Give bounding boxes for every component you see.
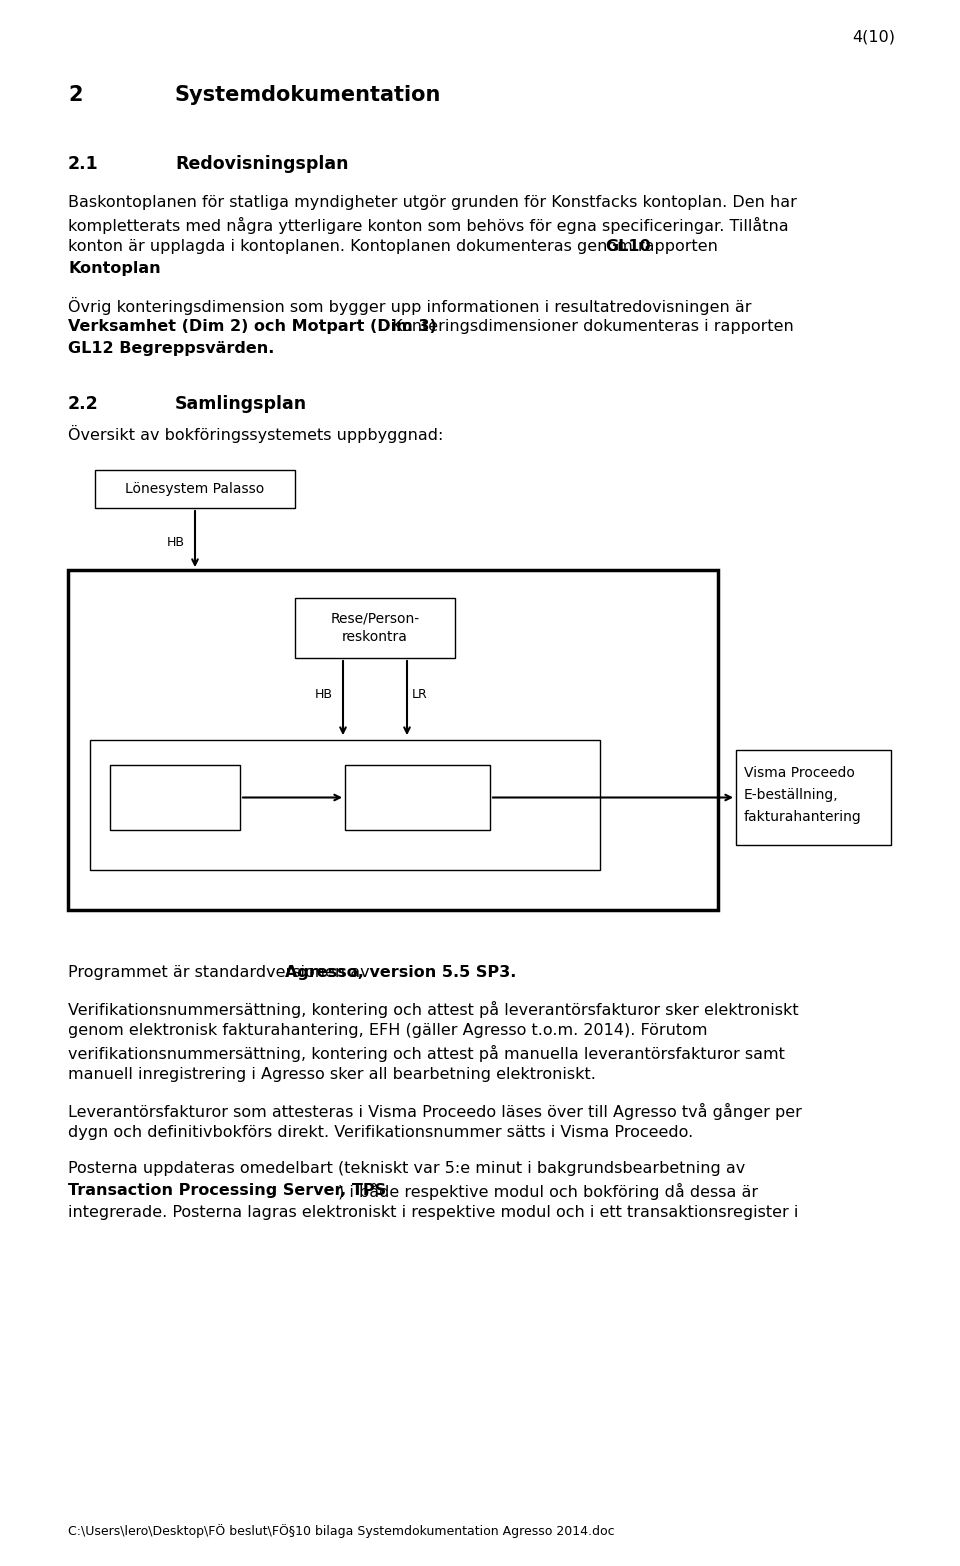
Text: LR: LR xyxy=(412,687,428,702)
Text: 2: 2 xyxy=(68,85,83,105)
Text: GL12 Begreppsvärden.: GL12 Begreppsvärden. xyxy=(68,341,275,355)
Text: . Konteringsdimensioner dokumenteras i rapporten: . Konteringsdimensioner dokumenteras i r… xyxy=(382,319,794,334)
FancyBboxPatch shape xyxy=(736,750,891,846)
Text: Samlingsplan: Samlingsplan xyxy=(175,395,307,413)
Text: Baskontoplanen för statliga myndigheter utgör grunden för Konstfacks kontoplan. : Baskontoplanen för statliga myndigheter … xyxy=(68,196,797,210)
Text: manuell inregistrering i Agresso sker all bearbetning elektroniskt.: manuell inregistrering i Agresso sker al… xyxy=(68,1066,596,1082)
Text: genom elektronisk fakturahantering, EFH (gäller Agresso t.o.m. 2014). Förutom: genom elektronisk fakturahantering, EFH … xyxy=(68,1023,708,1038)
Text: Kontoplan: Kontoplan xyxy=(68,262,160,276)
Text: kompletterats med några ytterligare konton som behövs för egna specificeringar. : kompletterats med några ytterligare kont… xyxy=(68,218,788,233)
Text: integrerade. Posterna lagras elektroniskt i respektive modul och i ett transakti: integrerade. Posterna lagras elektronisk… xyxy=(68,1204,799,1220)
Text: Leverantörs-
reskontra: Leverantörs- reskontra xyxy=(373,781,462,814)
Text: Visma Proceedo: Visma Proceedo xyxy=(744,766,854,780)
Text: ) i både respektive modul och bokföring då dessa är: ) i både respektive modul och bokföring … xyxy=(338,1182,758,1200)
Text: verifikationsnummersättning, kontering och attest på manuella leverantörsfakturo: verifikationsnummersättning, kontering o… xyxy=(68,1045,785,1062)
Text: Agresso, version 5.5 SP3.: Agresso, version 5.5 SP3. xyxy=(285,965,516,980)
Text: 4(10): 4(10) xyxy=(852,30,895,45)
Text: Leverantörsfakturor som attesteras i Visma Proceedo läses över till Agresso två : Leverantörsfakturor som attesteras i Vis… xyxy=(68,1102,802,1120)
FancyBboxPatch shape xyxy=(90,741,600,871)
Text: Verksamhet (Dim 2) och Motpart (Dim 3): Verksamhet (Dim 2) och Motpart (Dim 3) xyxy=(68,319,437,334)
Text: 2.2: 2.2 xyxy=(68,395,99,413)
Text: dygn och definitivbokförs direkt. Verifikationsnummer sätts i Visma Proceedo.: dygn och definitivbokförs direkt. Verifi… xyxy=(68,1124,693,1140)
FancyBboxPatch shape xyxy=(345,766,490,830)
Text: Rese/Person-
reskontra: Rese/Person- reskontra xyxy=(330,612,420,644)
FancyBboxPatch shape xyxy=(68,570,718,910)
Text: fakturahantering: fakturahantering xyxy=(744,810,862,824)
Text: Huvudbok: Huvudbok xyxy=(140,791,210,805)
Text: Systemdokumentation: Systemdokumentation xyxy=(175,85,442,105)
Text: Posterna uppdateras omedelbart (tekniskt var 5:e minut i bakgrundsbearbetning av: Posterna uppdateras omedelbart (tekniskt… xyxy=(68,1160,745,1176)
Text: Översikt av bokföringssystemets uppbyggnad:: Översikt av bokföringssystemets uppbyggn… xyxy=(68,424,444,443)
Text: Övrig konteringsdimension som bygger upp informationen i resultatredovisningen ä: Övrig konteringsdimension som bygger upp… xyxy=(68,298,752,315)
Text: HB: HB xyxy=(167,536,185,550)
Text: .: . xyxy=(121,262,126,276)
Text: konton är upplagda i kontoplanen. Kontoplanen dokumenteras genom rapporten: konton är upplagda i kontoplanen. Kontop… xyxy=(68,240,723,254)
Text: Redovisningsplan: Redovisningsplan xyxy=(175,155,348,172)
Text: C:\Users\lero\Desktop\FÖ beslut\FÖ§10 bilaga Systemdokumentation Agresso 2014.do: C:\Users\lero\Desktop\FÖ beslut\FÖ§10 bi… xyxy=(68,1524,614,1538)
Text: GL10: GL10 xyxy=(605,240,651,254)
FancyBboxPatch shape xyxy=(110,766,240,830)
Text: Lönesystem Palasso: Lönesystem Palasso xyxy=(126,482,265,496)
FancyBboxPatch shape xyxy=(95,470,295,507)
Text: 2.1: 2.1 xyxy=(68,155,99,172)
Text: Verifikationsnummersättning, kontering och attest på leverantörsfakturor sker el: Verifikationsnummersättning, kontering o… xyxy=(68,1001,799,1018)
Text: Transaction Processing Server, TPS: Transaction Processing Server, TPS xyxy=(68,1182,386,1198)
Text: HB: HB xyxy=(315,687,333,702)
FancyBboxPatch shape xyxy=(295,598,455,658)
Text: E-beställning,: E-beställning, xyxy=(744,788,839,802)
Text: Programmet är standardversionen av: Programmet är standardversionen av xyxy=(68,965,374,980)
